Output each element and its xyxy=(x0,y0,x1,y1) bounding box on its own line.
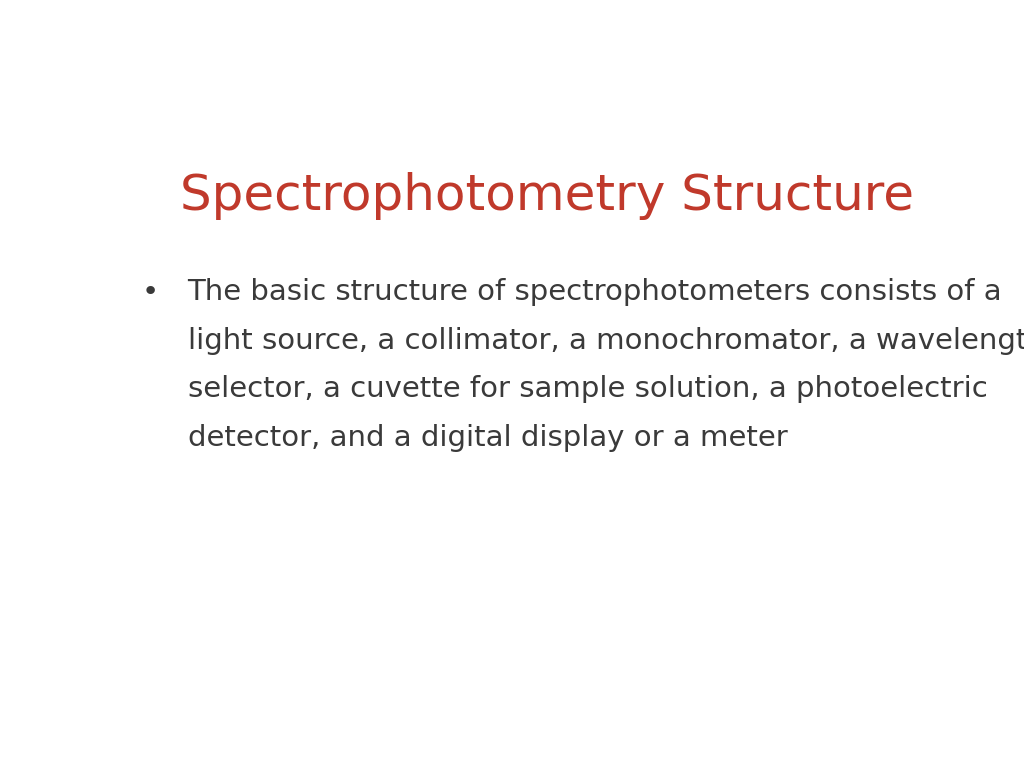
Text: light source, a collimator, a monochromator, a wavelength: light source, a collimator, a monochroma… xyxy=(187,327,1024,355)
Text: Spectrophotometry Structure: Spectrophotometry Structure xyxy=(179,172,913,220)
Text: •: • xyxy=(141,279,159,306)
Text: The basic structure of spectrophotometers consists of a: The basic structure of spectrophotometer… xyxy=(187,279,1002,306)
Text: selector, a cuvette for sample solution, a photoelectric: selector, a cuvette for sample solution,… xyxy=(187,376,987,403)
Text: detector, and a digital display or a meter: detector, and a digital display or a met… xyxy=(187,424,787,452)
